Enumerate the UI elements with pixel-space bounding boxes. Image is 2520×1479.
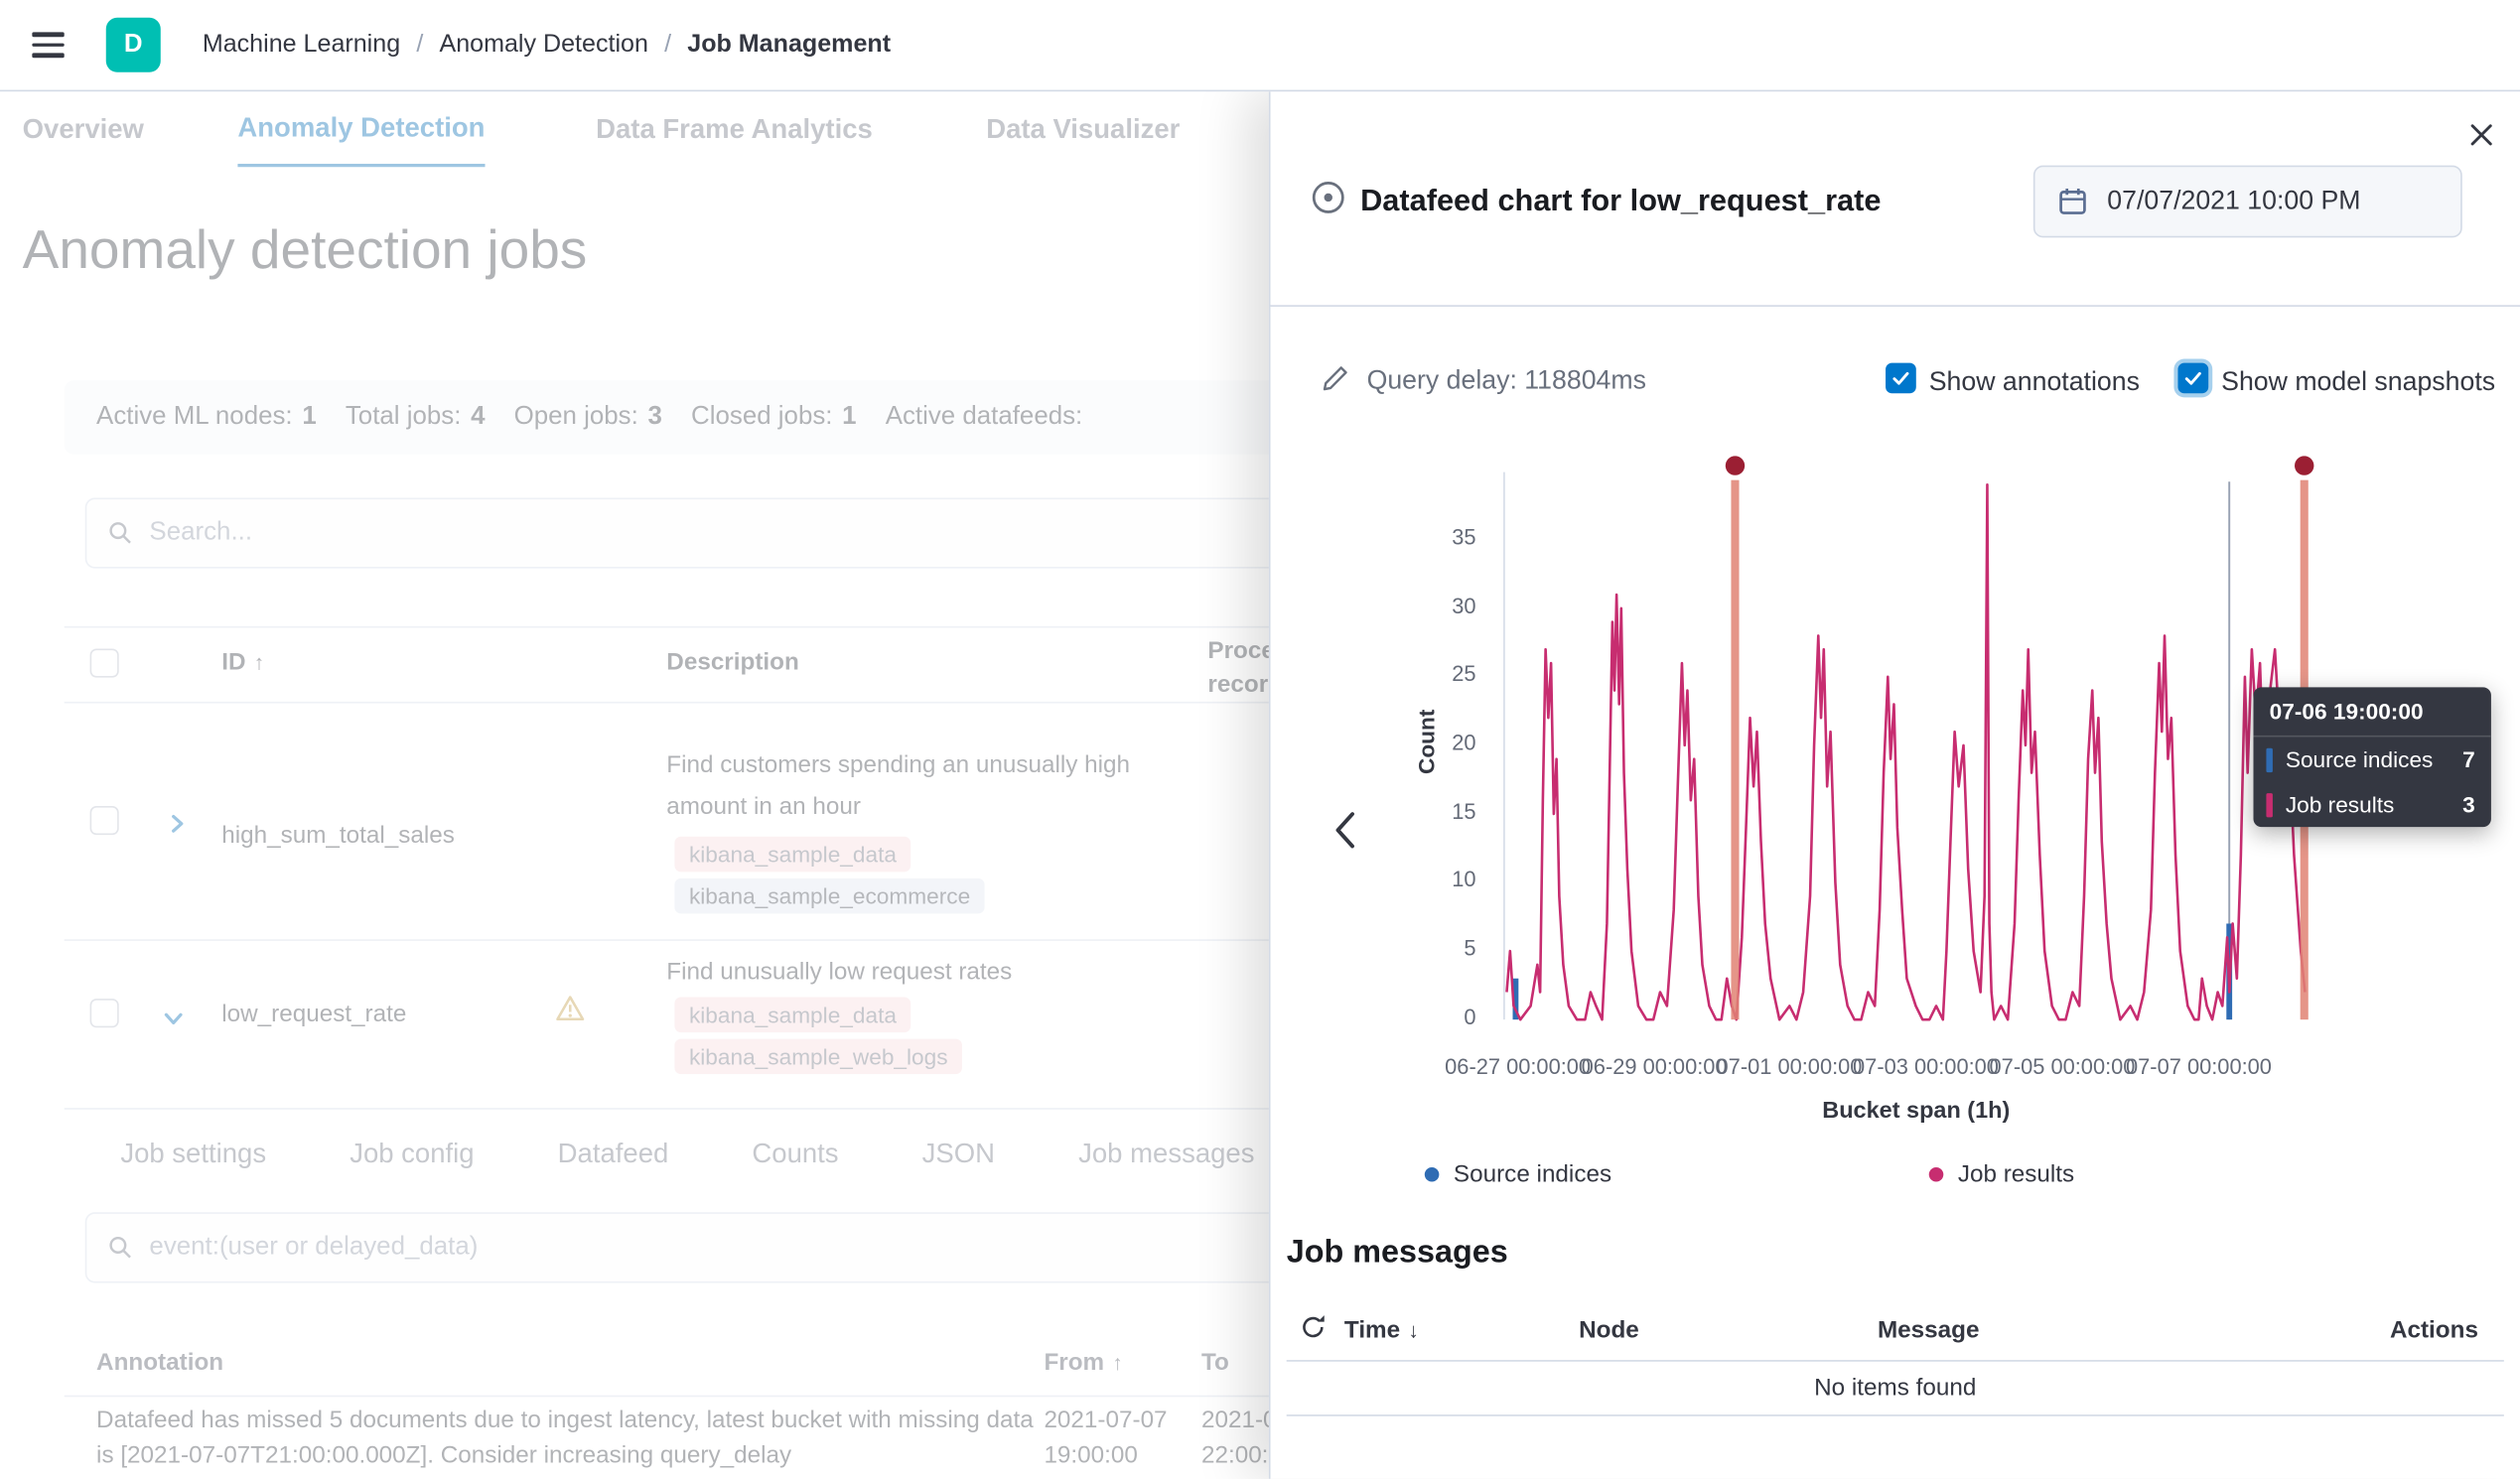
series-swatch [2266, 792, 2273, 817]
series-swatch [2266, 746, 2273, 772]
refresh-icon[interactable] [1300, 1313, 1327, 1345]
chevron-left-icon[interactable] [1326, 808, 1367, 857]
show-annotations-checkbox[interactable] [1886, 362, 1916, 394]
column-header-time[interactable]: Time ↓ [1343, 1316, 1419, 1344]
edit-query-delay-icon[interactable] [1322, 364, 1348, 396]
datafeed-chart-flyout: Datafeed chart for low_request_rate 07/0… [1268, 91, 2520, 1479]
tooltip-row: Source indices 7 [2253, 737, 2490, 781]
y-tick: 5 [1464, 936, 1476, 961]
show-model-snapshots-checkbox[interactable] [2177, 362, 2209, 394]
divider [1270, 305, 2520, 307]
tooltip-header: 07-06 19:00:00 [2253, 687, 2491, 738]
space-avatar[interactable]: D [105, 17, 161, 72]
datafeed-chart-icon [1309, 179, 1347, 225]
x-tick: 06-29 00:00:00 [1581, 1054, 1728, 1080]
empty-table-message: No items found [1814, 1374, 1977, 1403]
x-tick: 07-03 00:00:00 [1853, 1054, 1999, 1080]
close-icon[interactable] [2462, 117, 2501, 156]
y-tick: 0 [1464, 1005, 1476, 1029]
table-border [1286, 1360, 2504, 1362]
y-tick: 30 [1452, 594, 1476, 618]
y-tick: 10 [1452, 867, 1476, 891]
breadcrumb-separator: / [664, 30, 672, 59]
chart-tooltip: 07-06 19:00:00 Source indices 7 Job resu… [2253, 687, 2491, 828]
legend-dot [1424, 1166, 1440, 1182]
y-tick: 25 [1452, 661, 1476, 686]
date-picker-value: 07/07/2021 10:00 PM [2107, 186, 2361, 215]
sort-desc-icon: ↓ [1408, 1318, 1419, 1343]
breadcrumb-item[interactable]: Anomaly Detection [439, 30, 648, 59]
x-axis-title: Bucket span (1h) [1822, 1098, 2011, 1125]
query-delay-text: Query delay: 118804ms [1366, 365, 1646, 395]
tooltip-row: Job results 3 [2253, 782, 2490, 827]
menu-icon[interactable] [19, 16, 76, 73]
x-tick: 07-01 00:00:00 [1716, 1054, 1863, 1080]
top-header: D Machine Learning / Anomaly Detection /… [0, 0, 2520, 92]
breadcrumb-current: Job Management [687, 30, 892, 59]
column-header-node: Node [1579, 1316, 1639, 1344]
column-header-actions: Actions [2389, 1316, 2478, 1344]
date-picker[interactable]: 07/07/2021 10:00 PM [2032, 165, 2462, 238]
table-border [1286, 1414, 2504, 1416]
breadcrumb-separator: / [416, 30, 424, 59]
legend-dot [1928, 1166, 1944, 1182]
show-model-snapshots-label[interactable]: Show model snapshots [2221, 367, 2496, 397]
x-tick: 06-27 00:00:00 [1445, 1054, 1592, 1080]
breadcrumb: Machine Learning / Anomaly Detection / J… [203, 31, 891, 60]
breadcrumb-item[interactable]: Machine Learning [202, 30, 401, 59]
x-tick: 07-05 00:00:00 [1989, 1054, 2136, 1080]
show-annotations-label[interactable]: Show annotations [1928, 367, 2140, 397]
column-header-message: Message [1877, 1316, 1980, 1344]
page-body: Overview Anomaly Detection Data Frame An… [0, 91, 2520, 1479]
y-tick: 20 [1452, 731, 1476, 755]
flyout-title: Datafeed chart for low_request_rate [1360, 185, 1882, 218]
job-messages-title: Job messages [1286, 1234, 1508, 1271]
legend-job-results[interactable]: Job results [1928, 1161, 2074, 1188]
y-tick: 15 [1452, 799, 1476, 824]
datafeed-line-chart [1503, 456, 2314, 1021]
legend-source-indices[interactable]: Source indices [1424, 1161, 1611, 1188]
calendar-icon [2059, 188, 2086, 214]
y-tick: 35 [1452, 524, 1476, 550]
x-tick: 07-07 00:00:00 [2126, 1054, 2272, 1080]
